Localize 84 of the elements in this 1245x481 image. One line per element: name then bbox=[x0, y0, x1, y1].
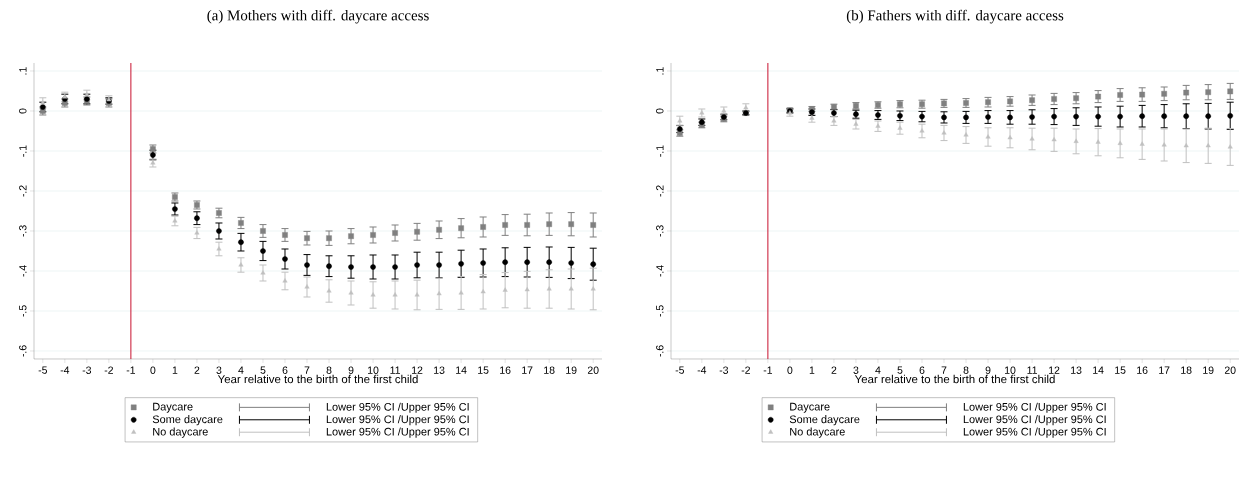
text: Lower 95% CI /Upper 95% CI bbox=[963, 402, 1106, 413]
x-tick-label: 11 bbox=[390, 366, 400, 374]
x-tick-label: 17 bbox=[1159, 366, 1170, 374]
x-tick-label: 18 bbox=[544, 366, 555, 374]
x-tick-label: 8 bbox=[963, 366, 969, 374]
x-tick-label: 14 bbox=[1093, 366, 1104, 374]
y-tick-label: -.4 bbox=[19, 265, 27, 277]
y-tick-label: -.4 bbox=[656, 265, 664, 277]
x-tick-label: 10 bbox=[368, 366, 379, 374]
x-axis-title: Year relative to the birth of the first child bbox=[217, 374, 418, 384]
x-tick-label: 1 bbox=[809, 366, 815, 374]
x-tick-label: 6 bbox=[282, 366, 288, 374]
x-tick-label: 3 bbox=[216, 366, 222, 374]
x-tick-label: -1 bbox=[763, 366, 773, 374]
text: Lower 95% CI /Upper 95% CI bbox=[326, 415, 469, 426]
legend-label: Daycare bbox=[153, 402, 193, 413]
legend-label: No daycare bbox=[790, 427, 845, 438]
x-tick-label: 16 bbox=[1137, 366, 1148, 374]
x-tick-label: 9 bbox=[348, 366, 354, 374]
x-tick-label: 0 bbox=[150, 366, 156, 374]
x-tick-label: -4 bbox=[697, 366, 707, 374]
text: Lower 95% CI /Upper 95% CI bbox=[963, 415, 1106, 426]
y-tick-label: 0 bbox=[656, 108, 664, 114]
y-tick-label: .1 bbox=[656, 67, 664, 75]
x-axis-title: Year relative to the birth of the first child bbox=[854, 374, 1055, 384]
text: Lower 95% CI /Upper 95% CI bbox=[963, 427, 1106, 438]
x-tick-label: -2 bbox=[104, 366, 113, 374]
y-tick-label: -.1 bbox=[656, 145, 664, 157]
y-tick-label: -.5 bbox=[656, 305, 664, 317]
x-tick-label: 20 bbox=[587, 366, 599, 374]
x-tick-label: -1 bbox=[126, 366, 136, 374]
x-tick-label: 16 bbox=[500, 366, 511, 374]
x-tick-label: 3 bbox=[853, 366, 859, 374]
x-tick-label: 12 bbox=[1049, 366, 1060, 374]
x-tick-label: 19 bbox=[1203, 366, 1214, 374]
y-tick-label: 0 bbox=[19, 108, 27, 114]
legend-label: Some daycare bbox=[789, 415, 860, 426]
y-tick-label: -.6 bbox=[656, 345, 664, 357]
x-tick-label: -3 bbox=[82, 366, 92, 374]
x-tick-label: 8 bbox=[326, 366, 332, 374]
x-tick-label: 2 bbox=[194, 366, 200, 374]
x-tick-label: 15 bbox=[1115, 366, 1126, 374]
x-tick-label: 17 bbox=[522, 366, 533, 374]
chart-title: (b) Fathers with diff. daycare access bbox=[846, 9, 1064, 24]
x-tick-label: -3 bbox=[719, 366, 729, 374]
y-tick-label: -.5 bbox=[19, 305, 27, 317]
x-tick-label: 4 bbox=[875, 366, 881, 374]
y-tick-label: -.2 bbox=[19, 185, 27, 197]
legend-label: Daycare bbox=[790, 402, 830, 413]
x-tick-label: 1 bbox=[172, 366, 178, 374]
x-tick-label: 4 bbox=[238, 366, 244, 374]
x-tick-label: 9 bbox=[985, 366, 991, 374]
x-tick-label: 7 bbox=[941, 366, 947, 374]
x-tick-label: -2 bbox=[741, 366, 750, 374]
x-tick-label: 11 bbox=[1027, 366, 1037, 374]
x-tick-label: 19 bbox=[566, 366, 577, 374]
y-tick-label: -.2 bbox=[656, 185, 664, 197]
x-tick-label: 6 bbox=[919, 366, 925, 374]
x-tick-label: -5 bbox=[38, 366, 48, 374]
y-tick-label: -.3 bbox=[19, 225, 27, 237]
x-tick-label: 13 bbox=[434, 366, 445, 374]
x-tick-label: 10 bbox=[1005, 366, 1016, 374]
x-tick-label: 20 bbox=[1224, 366, 1236, 374]
x-tick-label: 18 bbox=[1181, 366, 1192, 374]
chart-title: (a) Mothers with diff. daycare access bbox=[207, 9, 429, 24]
text: Lower 95% CI /Upper 95% CI bbox=[326, 427, 469, 438]
legend-label: No daycare bbox=[153, 427, 208, 438]
y-tick-label: -.3 bbox=[656, 225, 664, 237]
x-tick-label: 12 bbox=[412, 366, 423, 374]
x-tick-label: -5 bbox=[675, 366, 685, 374]
y-tick-label: -.6 bbox=[19, 345, 27, 357]
x-tick-label: 2 bbox=[831, 366, 837, 374]
x-tick-label: 0 bbox=[787, 366, 793, 374]
x-tick-label: 14 bbox=[456, 366, 467, 374]
x-tick-label: 5 bbox=[897, 366, 903, 374]
y-tick-label: -.1 bbox=[19, 145, 27, 157]
x-tick-label: -4 bbox=[60, 366, 70, 374]
text: Lower 95% CI /Upper 95% CI bbox=[326, 402, 469, 413]
x-tick-label: 13 bbox=[1071, 366, 1082, 374]
x-tick-label: 7 bbox=[304, 366, 310, 374]
legend-label: Some daycare bbox=[152, 415, 223, 426]
y-tick-label: .1 bbox=[19, 67, 27, 75]
x-tick-label: 15 bbox=[478, 366, 489, 374]
x-tick-label: 5 bbox=[260, 366, 266, 374]
